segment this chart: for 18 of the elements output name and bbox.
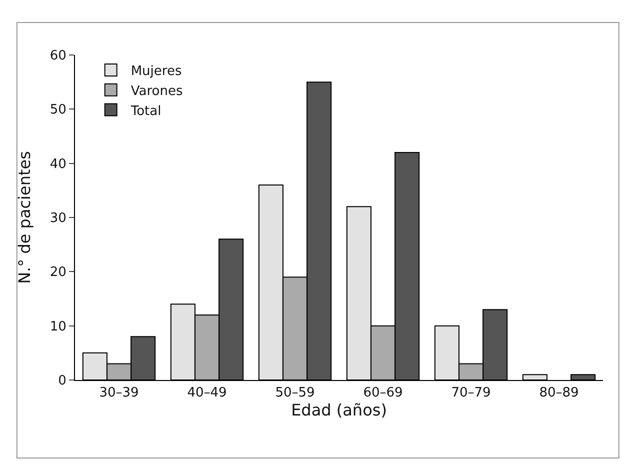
x-tick-label: 70–79 xyxy=(451,386,491,401)
y-tick-label: 10 xyxy=(50,319,66,334)
legend-label: Total xyxy=(130,104,162,119)
x-tick-label: 50–59 xyxy=(275,386,315,401)
y-tick-label: 20 xyxy=(50,265,66,280)
y-tick-label: 30 xyxy=(50,211,66,226)
x-tick-label: 60–69 xyxy=(363,386,403,401)
y-axis-title: N.° de pacientes xyxy=(14,151,34,284)
legend-label: Mujeres xyxy=(130,64,182,80)
y-tick-label: 60 xyxy=(50,48,66,64)
x-tick-label: 30–39 xyxy=(99,386,139,401)
x-tick-label: 40–49 xyxy=(187,386,227,401)
x-axis-title: Edad (años) xyxy=(291,400,387,420)
y-tick-label: 0 xyxy=(58,374,66,389)
y-tick-label: 50 xyxy=(50,102,66,118)
y-tick-label: 40 xyxy=(50,156,66,172)
x-tick-label: 80–89 xyxy=(539,386,579,401)
legend-label: Varones xyxy=(130,84,183,99)
